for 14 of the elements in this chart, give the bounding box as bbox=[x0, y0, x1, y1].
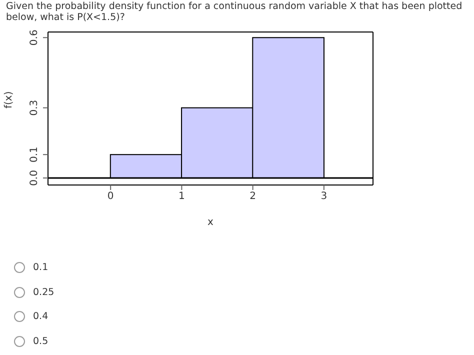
text: 0.5 bbox=[33, 336, 48, 346]
y-tick-label: 0.1 bbox=[29, 146, 40, 163]
x-axis-title: x bbox=[208, 217, 214, 228]
y-tick-label: 0.3 bbox=[29, 100, 40, 116]
text: 0.25 bbox=[33, 286, 54, 298]
text: 0.4 bbox=[33, 311, 48, 322]
x-tick-label: 0 bbox=[107, 191, 114, 202]
x-tick-label: 1 bbox=[178, 191, 185, 202]
y-tick-label: 0.0 bbox=[29, 170, 40, 186]
chart-title: Given the probability density function for a continuous random variable X that has been plotted below, what is P(X<1.5)? bbox=[6, 1, 464, 23]
x-tick-label: 2 bbox=[250, 191, 256, 202]
y-tick-label: 0.6 bbox=[29, 30, 40, 46]
x-tick-label: 3 bbox=[320, 191, 328, 202]
y-axis-title: f(x) bbox=[4, 91, 15, 108]
